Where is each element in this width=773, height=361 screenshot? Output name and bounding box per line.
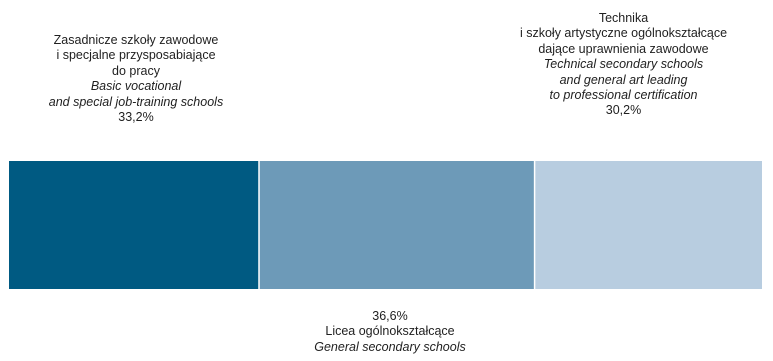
segment-label-pl-line: i szkoły artystyczne ogólnokształcące (519, 26, 728, 41)
segment-label-general-secondary: 36,6% Licea ogólnokształcące General sec… (240, 309, 540, 355)
segment-label-en-line: and general art leading (559, 72, 688, 87)
bar-segment-general-secondary (259, 161, 535, 289)
segment-label-en-line: Basic vocational (90, 79, 182, 94)
bar-segments (9, 161, 762, 289)
segment-value-label: 30,2% (605, 103, 642, 118)
segment-value-label: 36,6% (372, 309, 408, 323)
segment-label-en-line: General secondary schools (314, 339, 466, 354)
segment-label-en-line: and special job-training schools (48, 94, 224, 109)
segment-label-pl-line: do pracy (112, 63, 160, 78)
segment-label-en-line: Technical secondary schools (543, 57, 704, 72)
segment-value-label: 33,2% (118, 110, 154, 125)
segment-label-technical-secondary: Technika i szkoły artystyczne ogólnokszt… (474, 11, 773, 119)
bar-segment-technical-secondary (534, 161, 762, 289)
segment-label-pl-line: dające uprawnienia zawodowe (538, 41, 709, 56)
segment-label-pl-line: Licea ogólnokształcące (325, 324, 455, 339)
segment-label-pl-line: Technika (598, 11, 649, 25)
segment-label-en-line: to professional certification (549, 88, 698, 103)
segment-label-basic-vocational: Zasadnicze szkoły zawodowe i specjalne p… (0, 33, 272, 125)
segment-label-pl-line: i specjalne przysposabiające (56, 48, 216, 63)
segment-label-pl-line: Zasadnicze szkoły zawodowe (53, 33, 219, 47)
bar-segment-basic-vocational (9, 161, 259, 289)
